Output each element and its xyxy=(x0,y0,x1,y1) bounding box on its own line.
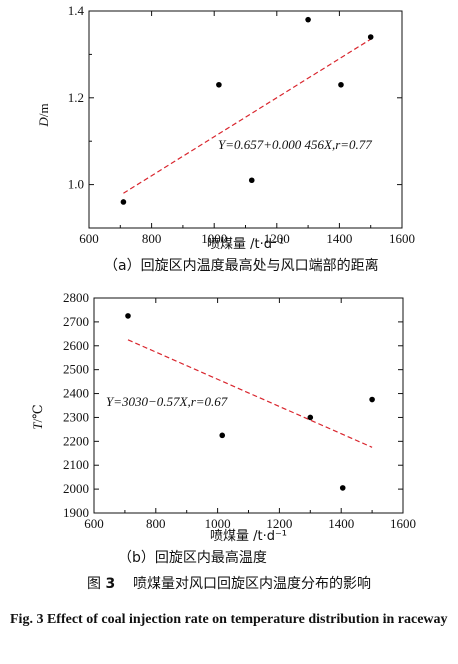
data-point xyxy=(248,177,255,184)
data-point xyxy=(219,432,226,439)
y-tick-label: 2600 xyxy=(63,338,89,353)
y-tick-label: 2100 xyxy=(63,457,89,472)
figure-canvas: 600 800 1000 1200 1400 1600 1.0 1.2 1.4 Y=0.657+0… xyxy=(30,3,416,566)
data-point xyxy=(305,16,311,23)
y-tick-label: 2400 xyxy=(63,386,89,401)
data-point xyxy=(338,81,344,88)
panel-subtitle: （b）回旋区内最高温度 xyxy=(118,549,267,566)
x-tick-label: 1600 xyxy=(389,231,415,246)
data-point xyxy=(120,199,127,205)
y-tick-label: 2700 xyxy=(63,314,89,329)
x-tick-label: 800 xyxy=(146,516,166,531)
fit-equation: Y=0.657+0.000 456X,r=0.77 xyxy=(218,137,372,152)
data-point xyxy=(307,414,314,421)
data-point xyxy=(369,396,375,403)
y-tick-label: 2000 xyxy=(63,481,89,496)
y-tick-label: 1900 xyxy=(63,505,89,520)
caption-prefix: 图 xyxy=(86,576,101,592)
y-axis-label: D/m xyxy=(36,103,51,127)
caption-number: 3 xyxy=(105,576,116,592)
panel-subtitle: （a）回旋区内温度最高处与风口端部的距离 xyxy=(104,257,379,274)
y-axis-label: T/℃ xyxy=(30,404,45,429)
chart-panel-a: 600 800 1000 1200 1400 1600 1.0 1.2 1.4 Y=0.657+0… xyxy=(36,3,415,274)
fit-line xyxy=(123,38,372,194)
y-tick-label: 2200 xyxy=(63,433,89,448)
figure-caption-en: Fig. 3 Effect of coal injection rate on … xyxy=(10,612,448,627)
fit-line xyxy=(127,339,373,448)
x-tick-label: 800 xyxy=(142,231,162,246)
x-tick-label: 1000 xyxy=(201,231,227,246)
y-tick-label: 1.2 xyxy=(68,90,84,105)
y-tick-label: 2300 xyxy=(63,409,89,424)
x-tick-label: 1400 xyxy=(328,516,354,531)
y-tick-label: 2500 xyxy=(63,362,89,377)
chart-panel-b: 600 800 1000 1200 1400 1600 1900 2000 2100 2200 23… xyxy=(30,290,416,566)
caption-text: 喷煤量对风口回旋区内温度分布的影响 xyxy=(133,576,371,592)
x-tick-label: 600 xyxy=(79,231,99,246)
x-axis-label: 喷煤量 /t·d⁻¹ xyxy=(210,529,287,544)
figure-caption-cn: 图 3 喷煤量对风口回旋区内温度分布的影响 xyxy=(0,573,458,593)
x-tick-label: 1000 xyxy=(205,516,231,531)
plot-frame xyxy=(88,10,403,229)
x-tick-label: 1400 xyxy=(326,231,352,246)
data-point xyxy=(339,485,346,491)
x-tick-label: 1600 xyxy=(390,516,416,531)
y-tick-label: 1.4 xyxy=(68,3,85,18)
x-tick-label: 600 xyxy=(84,516,104,531)
data-point xyxy=(125,313,131,319)
fit-equation: Y=3030−0.57X,r=0.67 xyxy=(106,394,228,409)
x-axis-label: 喷煤量 /t·d⁻¹ xyxy=(207,237,284,252)
data-point xyxy=(367,34,374,40)
x-tick-label: 1200 xyxy=(266,516,292,531)
x-tick-label: 1200 xyxy=(264,231,290,246)
data-point xyxy=(216,81,222,88)
y-tick-label: 1.0 xyxy=(68,177,84,192)
y-tick-label: 2800 xyxy=(63,290,89,305)
